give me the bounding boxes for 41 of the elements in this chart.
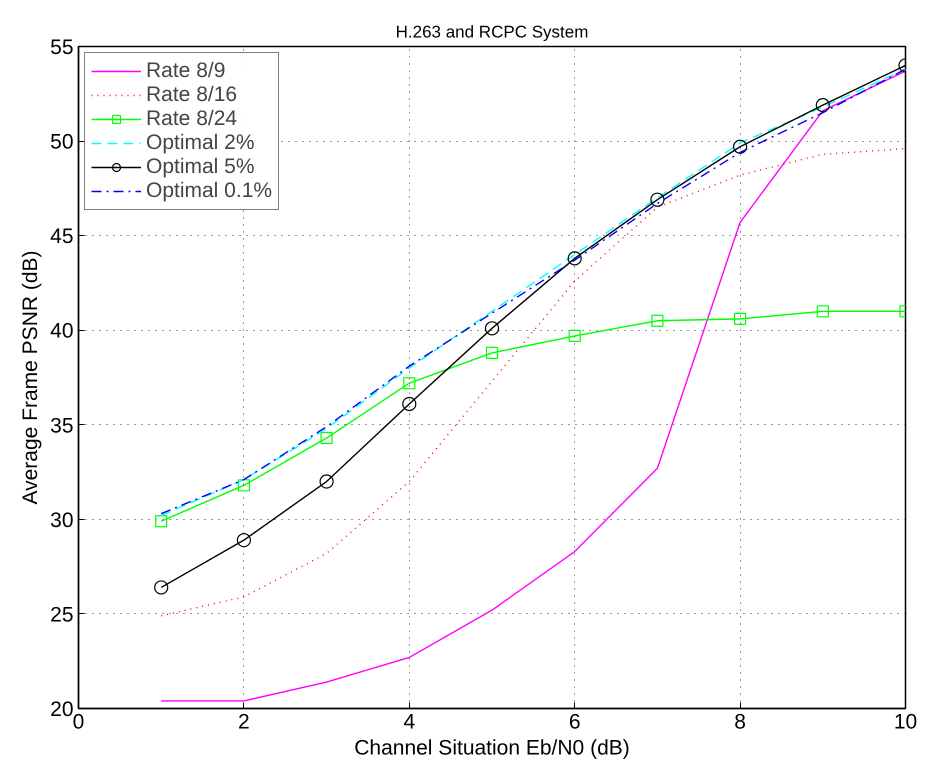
point (320, 432, 333, 444)
y-tick-label: 45 (50, 225, 74, 248)
legend-label: Rate 8/16 (146, 83, 238, 107)
y-tick-label: 40 (50, 320, 74, 343)
point (816, 98, 830, 112)
x-axis-title: Channel Situation Eb/N0 (dB) (354, 736, 630, 760)
x-tick-label: 2 (238, 710, 250, 734)
y-tick-label: 20 (50, 698, 74, 721)
legend-label: Optimal 2% (146, 131, 255, 155)
point (733, 140, 748, 154)
point (650, 192, 664, 207)
point (651, 314, 664, 327)
point (155, 515, 168, 528)
x-tick-label: 4 (403, 710, 416, 734)
legend-label: Rate 8/9 (146, 59, 226, 83)
point (154, 580, 168, 595)
legend-label: Optimal 0.1% (146, 179, 272, 203)
y-tick-label: 50 (50, 130, 74, 154)
y-tick-label: 30 (50, 508, 74, 532)
chart-title: H.263 and RCPC System (396, 22, 588, 42)
y-tick-label: 25 (50, 603, 74, 626)
point (403, 377, 416, 390)
point (816, 305, 829, 318)
x-tick-label: 0 (72, 710, 84, 734)
y-tick-label: 35 (50, 414, 74, 438)
legend-label: Rate 8/24 (146, 107, 238, 131)
x-tick-label: 10 (894, 710, 918, 734)
y-axis-title: Average Frame PSNR (dB) (19, 250, 42, 505)
legend-label: Optimal 5% (146, 155, 255, 179)
point (568, 330, 581, 342)
point (486, 346, 498, 360)
point (402, 396, 416, 412)
x-tick-label: 8 (734, 710, 746, 734)
point (320, 474, 334, 489)
point (484, 321, 500, 336)
point (236, 533, 251, 548)
point (238, 479, 250, 492)
point (734, 312, 746, 325)
x-tick-label: 6 (568, 710, 581, 734)
point (568, 251, 582, 266)
y-tick-label: 55 (50, 36, 74, 59)
